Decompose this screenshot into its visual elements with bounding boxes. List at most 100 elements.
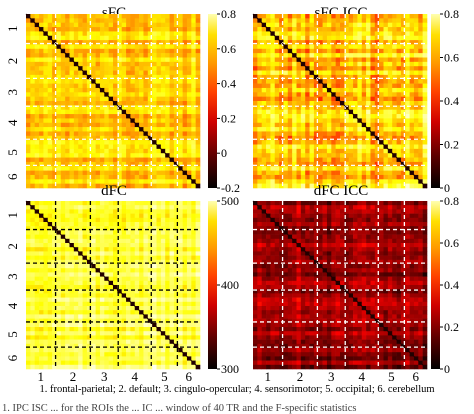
- heatmap-cell: [418, 122, 423, 128]
- heatmap-cell: [143, 44, 149, 50]
- heatmap-cell: [379, 40, 384, 45]
- heatmap-cell: [309, 92, 315, 97]
- heatmap-cell: [78, 222, 83, 227]
- heatmap-cell: [152, 230, 157, 235]
- heatmap-cell: [99, 297, 105, 303]
- heatmap-cell: [82, 259, 88, 265]
- heatmap-cell: [357, 96, 363, 102]
- heatmap-cell: [34, 289, 40, 294]
- heatmap-cell: [143, 40, 149, 45]
- heatmap-cell: [396, 161, 402, 167]
- heatmap-cell: [169, 226, 175, 231]
- heatmap-cell: [147, 339, 153, 345]
- heatmap-cell: [283, 148, 289, 154]
- heatmap-cell: [178, 22, 183, 28]
- heatmap-cell: [392, 57, 397, 63]
- heatmap-cell: [326, 135, 332, 141]
- heatmap-cell: [340, 105, 345, 110]
- heatmap-cell: [261, 27, 267, 32]
- heatmap-cell: [169, 161, 175, 167]
- heatmap-cell: [331, 66, 336, 71]
- heatmap-cell: [331, 109, 336, 115]
- heatmap-cell: [173, 226, 179, 231]
- heatmap-cell: [344, 205, 349, 210]
- heatmap-cell: [287, 174, 293, 180]
- heatmap-cell: [121, 70, 127, 76]
- heatmap-cell: [266, 131, 271, 137]
- heatmap-cell: [165, 243, 170, 248]
- heatmap-cell: [152, 306, 157, 311]
- heatmap-cell: [322, 179, 328, 184]
- heatmap-cell: [30, 335, 35, 340]
- heatmap-cell: [287, 161, 293, 167]
- heatmap-cell: [409, 131, 415, 137]
- heatmap-cell: [305, 14, 310, 19]
- heatmap-cell: [108, 293, 114, 298]
- heatmap-cell: [56, 289, 62, 294]
- heatmap-cell: [34, 135, 40, 141]
- heatmap-cell: [326, 101, 332, 106]
- heatmap-cell: [99, 170, 105, 176]
- heatmap-cell: [309, 140, 315, 145]
- heatmap-cell: [143, 331, 149, 336]
- heatmap-cell: [126, 79, 131, 84]
- heatmap-cell: [43, 314, 49, 319]
- heatmap-cell: [374, 179, 380, 184]
- heatmap-cell: [169, 259, 175, 265]
- heatmap-cell: [318, 144, 323, 150]
- heatmap-cell: [182, 96, 188, 102]
- heatmap-cell: [261, 114, 267, 119]
- heatmap-cell: [108, 322, 114, 328]
- heatmap-cell: [143, 318, 149, 324]
- heatmap-cell: [47, 14, 53, 19]
- heatmap-cell: [178, 131, 183, 137]
- heatmap-cell: [191, 343, 196, 349]
- heatmap-cell: [305, 92, 310, 97]
- heatmap-cell: [195, 251, 201, 256]
- heatmap-cell: [143, 213, 149, 219]
- heatmap-cell: [300, 105, 306, 110]
- heatmap-cell: [113, 109, 118, 115]
- heatmap-cell: [361, 135, 367, 141]
- heatmap-cell: [165, 87, 170, 93]
- heatmap-cell: [165, 101, 170, 106]
- heatmap-cell: [300, 127, 306, 132]
- heatmap-cell: [422, 70, 428, 76]
- heatmap-cell: [370, 79, 376, 84]
- heatmap-cell: [99, 280, 105, 286]
- heatmap-cell: [43, 289, 49, 294]
- heatmap-cell: [113, 122, 118, 128]
- heatmap-cell: [86, 331, 92, 336]
- heatmap-cell: [396, 118, 402, 124]
- heatmap-cell: [143, 135, 149, 141]
- heatmap-cell: [405, 135, 410, 141]
- heatmap-cell: [326, 27, 332, 32]
- heatmap-cell: [374, 174, 380, 180]
- heatmap-cell: [274, 161, 280, 167]
- heatmap-cell: [30, 87, 35, 93]
- heatmap-cell: [322, 101, 328, 106]
- heatmap-cell: [396, 105, 402, 110]
- heatmap-cell: [186, 27, 192, 32]
- heatmap-cell: [300, 114, 306, 119]
- heatmap-cell: [152, 331, 157, 336]
- heatmap-cell: [383, 31, 389, 37]
- heatmap-cell: [99, 259, 105, 265]
- heatmap-cell: [379, 144, 384, 150]
- heatmap-cell: [165, 285, 170, 290]
- heatmap-cell: [160, 48, 166, 54]
- heatmap-cell: [65, 44, 70, 50]
- heatmap-cell: [283, 27, 289, 32]
- heatmap-cell: [173, 44, 179, 50]
- heatmap-cell: [126, 87, 131, 93]
- heatmap-cell: [139, 18, 144, 23]
- heatmap-cell: [156, 87, 162, 93]
- heatmap-cell: [418, 70, 423, 76]
- heatmap-cell: [60, 144, 66, 150]
- heatmap-cell: [195, 234, 201, 240]
- heatmap-cell: [396, 35, 402, 41]
- heatmap-cell: [73, 22, 79, 28]
- heatmap-cell: [160, 87, 166, 93]
- heatmap-cell: [69, 170, 75, 176]
- heatmap-cell: [344, 114, 349, 119]
